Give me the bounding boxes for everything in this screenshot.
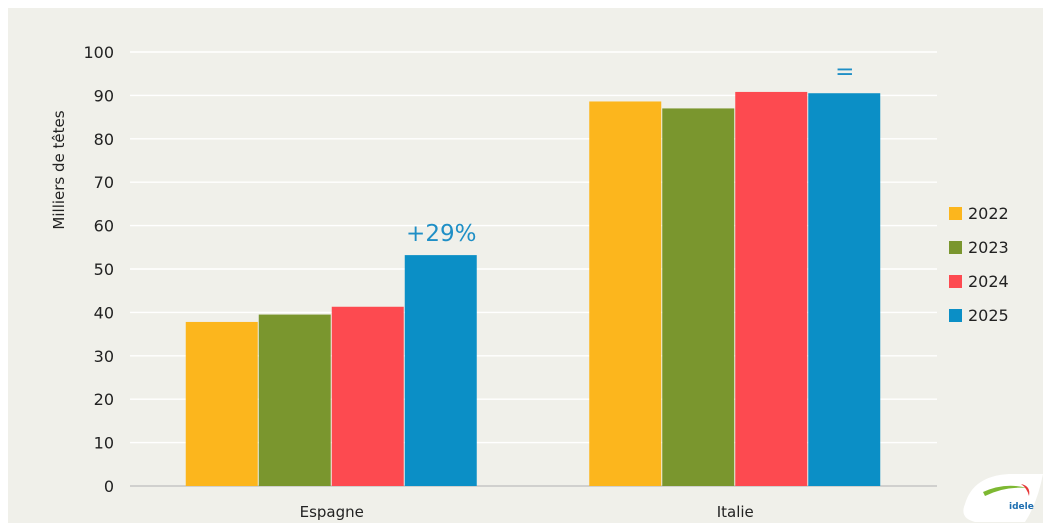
y-tick-label: 30 xyxy=(94,347,114,366)
category-label: Italie xyxy=(717,503,754,521)
y-axis-title: Milliers de têtes xyxy=(50,110,68,229)
legend-swatch-2024 xyxy=(949,275,962,288)
annotation-label: +29% xyxy=(406,221,476,247)
y-tick-label: 40 xyxy=(94,303,114,322)
y-tick-label: 70 xyxy=(94,173,114,192)
bar-espagne-2023 xyxy=(259,315,331,486)
annotation-label: = xyxy=(835,59,854,85)
y-tick-label: 0 xyxy=(104,477,114,496)
legend-label: 2023 xyxy=(968,238,1009,257)
bar-espagne-2025 xyxy=(405,255,477,486)
logo-brand-text: idele xyxy=(1009,502,1034,512)
legend-swatch-2023 xyxy=(949,241,962,254)
y-tick-labels: 0 10 20 30 40 50 60 70 80 90 100 xyxy=(83,43,114,496)
idele-logo: idele xyxy=(963,474,1043,522)
legend: 2022 2023 2024 2025 xyxy=(949,204,1009,325)
y-tick-label: 90 xyxy=(94,86,114,105)
category-labels: Espagne Italie xyxy=(300,503,754,521)
y-tick-label: 20 xyxy=(94,390,114,409)
bar-italie-2022 xyxy=(589,101,661,486)
bars xyxy=(186,92,881,486)
legend-swatch-2022 xyxy=(949,207,962,220)
bar-italie-2025 xyxy=(808,93,880,486)
bar-italie-2024 xyxy=(735,92,807,486)
legend-swatch-2025 xyxy=(949,309,962,322)
y-tick-label: 80 xyxy=(94,130,114,149)
y-tick-label: 100 xyxy=(83,43,114,62)
logo-badge xyxy=(963,474,1043,522)
legend-label: 2022 xyxy=(968,204,1009,223)
y-tick-label: 10 xyxy=(94,434,114,453)
category-label: Espagne xyxy=(300,503,364,521)
bar-espagne-2022 xyxy=(186,322,258,486)
bar-espagne-2024 xyxy=(332,307,404,486)
y-tick-label: 60 xyxy=(94,217,114,236)
y-tick-label: 50 xyxy=(94,260,114,279)
legend-label: 2024 xyxy=(968,272,1009,291)
legend-label: 2025 xyxy=(968,306,1009,325)
bar-italie-2023 xyxy=(662,108,734,486)
